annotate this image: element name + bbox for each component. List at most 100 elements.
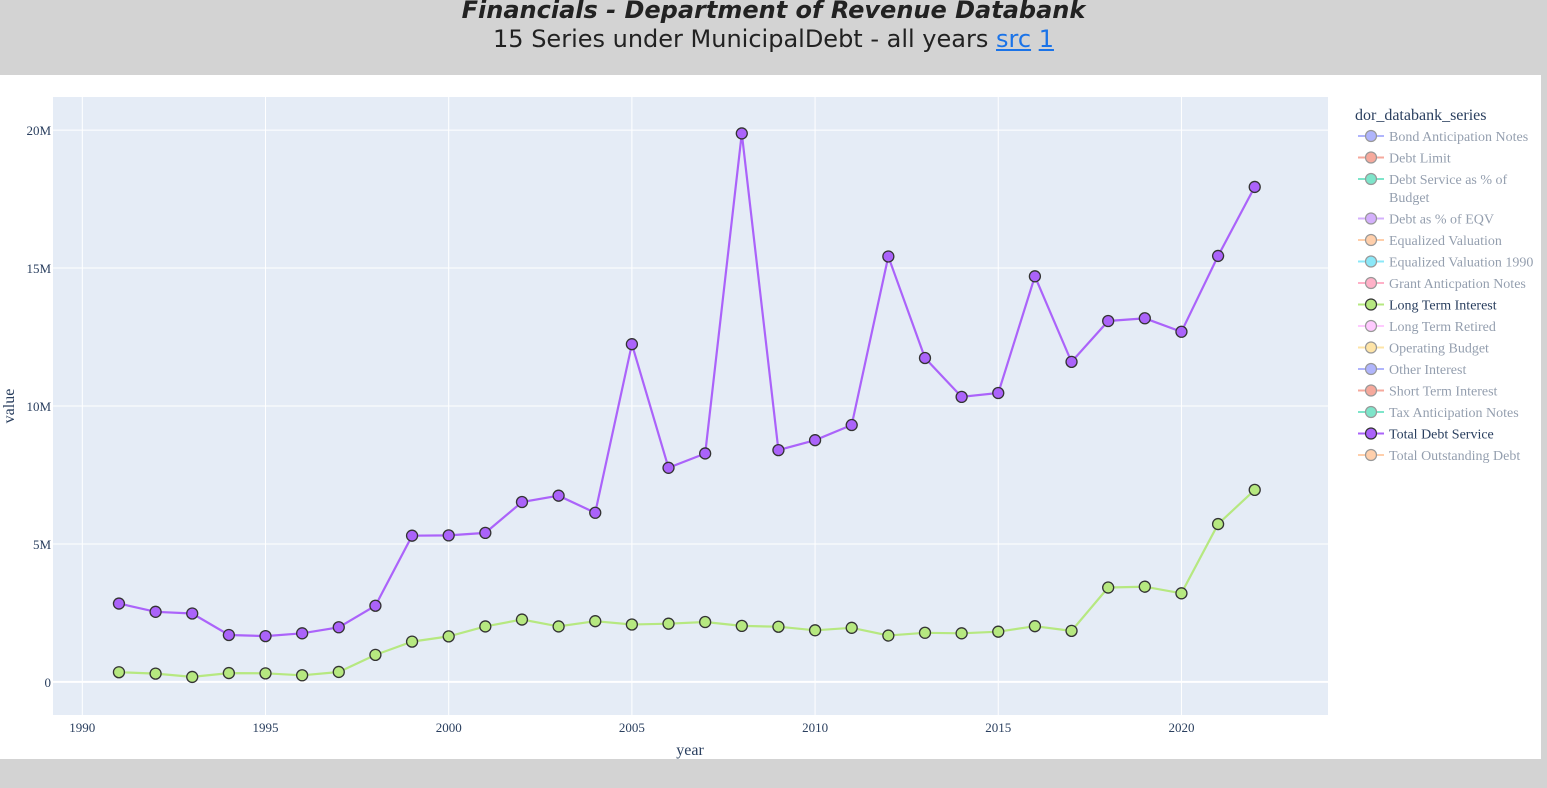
legend[interactable]: Bond Anticipation Notes Debt Limit Debt Se… — [1358, 129, 1533, 464]
data-point-total-debt-service[interactable] — [845, 418, 858, 432]
data-point-long-term-interest[interactable] — [882, 629, 895, 642]
data-point-long-term-interest[interactable] — [552, 620, 565, 633]
data-point-long-term-interest[interactable] — [992, 625, 1005, 638]
data-point-total-debt-service[interactable] — [1175, 325, 1188, 338]
data-point-long-term-interest[interactable] — [772, 620, 785, 633]
data-point-total-debt-service[interactable] — [222, 628, 236, 642]
y-axis-label: value — [1, 389, 18, 424]
data-point-long-term-interest[interactable] — [955, 627, 968, 640]
legend-item[interactable]: Tax Anticipation Notes — [1358, 405, 1519, 421]
data-point-total-debt-service[interactable] — [515, 495, 529, 509]
data-point-total-debt-service[interactable] — [186, 607, 199, 620]
data-point-total-debt-service[interactable] — [662, 461, 675, 474]
data-point-total-debt-service[interactable] — [1028, 270, 1042, 283]
legend-item[interactable]: Grant Anticpation Notes — [1358, 276, 1526, 292]
data-point-total-debt-service[interactable] — [808, 434, 822, 447]
legend-label: Long Term Interest — [1389, 299, 1497, 314]
x-tick-label: 2010 — [802, 720, 828, 735]
data-point-total-debt-service[interactable] — [149, 605, 162, 618]
data-point-total-debt-service[interactable] — [369, 599, 382, 612]
legend-label: Grant Anticpation Notes — [1389, 277, 1526, 292]
data-point-total-debt-service[interactable] — [699, 447, 712, 460]
data-point-long-term-interest[interactable] — [1138, 580, 1151, 593]
data-point-total-debt-service[interactable] — [1102, 314, 1115, 328]
data-point-total-debt-service[interactable] — [405, 529, 419, 542]
data-point-long-term-interest[interactable] — [808, 624, 822, 637]
data-point-total-debt-service[interactable] — [112, 597, 126, 610]
data-point-total-debt-service[interactable] — [955, 390, 968, 404]
data-point-total-debt-service[interactable] — [589, 506, 602, 519]
y-tick-label: 10M — [26, 399, 51, 414]
data-point-long-term-interest[interactable] — [405, 635, 419, 648]
data-point-long-term-interest[interactable] — [112, 666, 126, 679]
data-point-long-term-interest[interactable] — [259, 667, 272, 680]
legend-item[interactable]: Equalized Valuation 1990 — [1358, 255, 1533, 271]
legend-item[interactable]: Long Term Retired — [1358, 319, 1496, 335]
data-point-total-debt-service[interactable] — [1138, 312, 1151, 325]
data-point-long-term-interest[interactable] — [1028, 620, 1042, 633]
y-tick-label: 0 — [45, 675, 52, 690]
data-point-long-term-interest[interactable] — [149, 667, 162, 680]
data-point-long-term-interest[interactable] — [1065, 624, 1078, 638]
data-point-total-debt-service[interactable] — [772, 443, 785, 457]
data-point-total-debt-service[interactable] — [735, 127, 748, 140]
x-axis-ticks: 1990 1995 2000 2005 2010 2015 2020 — [69, 720, 1194, 735]
data-point-total-debt-service[interactable] — [992, 386, 1005, 400]
x-tick-label: 1995 — [253, 720, 279, 735]
data-point-long-term-interest[interactable] — [918, 626, 932, 639]
data-point-total-debt-service[interactable] — [918, 351, 932, 365]
data-point-total-debt-service[interactable] — [1065, 355, 1078, 369]
legend-item[interactable]: Other Interest — [1358, 362, 1466, 378]
src-link[interactable]: src — [996, 25, 1032, 53]
series-points — [112, 127, 1261, 684]
data-point-long-term-interest[interactable] — [369, 648, 382, 662]
data-point-long-term-interest[interactable] — [479, 620, 492, 633]
data-point-long-term-interest[interactable] — [1102, 581, 1115, 594]
legend-item[interactable]: Debt Limit — [1358, 151, 1451, 167]
legend-item[interactable]: Total Outstanding Debt — [1358, 448, 1520, 464]
data-point-total-debt-service[interactable] — [442, 529, 455, 542]
data-point-total-debt-service[interactable] — [295, 627, 309, 640]
legend-item[interactable]: Total Debt Service — [1358, 427, 1494, 443]
data-point-long-term-interest[interactable] — [442, 630, 455, 643]
legend-item[interactable]: Short Term Interest — [1358, 384, 1498, 400]
data-point-long-term-interest[interactable] — [186, 670, 199, 684]
data-point-long-term-interest[interactable] — [845, 621, 858, 634]
data-point-total-debt-service[interactable] — [552, 489, 565, 502]
legend-item[interactable]: Bond Anticipation Notes — [1358, 129, 1528, 145]
data-point-total-debt-service[interactable] — [625, 338, 639, 351]
data-point-long-term-interest[interactable] — [625, 618, 639, 631]
x-axis-label: year — [676, 742, 704, 759]
legend-item[interactable]: Debt as % of EQV — [1358, 212, 1494, 228]
data-point-long-term-interest[interactable] — [222, 666, 236, 680]
data-point-total-debt-service[interactable] — [479, 526, 492, 540]
data-point-total-debt-service[interactable] — [1211, 249, 1225, 263]
legend-item[interactable]: Operating Budget — [1358, 341, 1489, 357]
data-point-total-debt-service[interactable] — [1248, 180, 1261, 194]
data-point-long-term-interest[interactable] — [589, 615, 602, 628]
page-title: Financials - Department of Revenue Datab… — [461, 0, 1086, 24]
source-1-link[interactable]: 1 — [1038, 25, 1054, 53]
data-point-total-debt-service[interactable] — [882, 250, 895, 263]
data-point-total-debt-service[interactable] — [259, 629, 272, 643]
legend-item[interactable]: Long Term Interest — [1358, 298, 1497, 314]
legend-item[interactable]: Equalized Valuation — [1358, 233, 1502, 249]
series-line-total-debt-service — [118, 133, 1256, 638]
data-point-long-term-interest[interactable] — [1175, 587, 1188, 600]
data-point-long-term-interest[interactable] — [1211, 517, 1225, 531]
data-point-long-term-interest[interactable] — [735, 619, 748, 633]
data-point-long-term-interest[interactable] — [295, 669, 309, 682]
data-point-long-term-interest[interactable] — [662, 617, 675, 630]
y-tick-label: 20M — [26, 123, 51, 138]
legend-label: Equalized Valuation 1990 — [1389, 256, 1533, 271]
legend-label: Debt Service as % of Budget — [1389, 173, 1508, 206]
legend-marker — [1364, 276, 1378, 290]
x-tick-label: 2000 — [436, 720, 462, 735]
data-point-total-debt-service[interactable] — [332, 621, 345, 634]
data-point-long-term-interest[interactable] — [515, 613, 529, 626]
x-tick-label: 2005 — [619, 720, 645, 735]
data-point-long-term-interest[interactable] — [332, 665, 345, 679]
legend-item[interactable]: Debt Service as % of Budget — [1358, 172, 1508, 206]
data-point-long-term-interest[interactable] — [1248, 483, 1261, 497]
data-point-long-term-interest[interactable] — [699, 615, 712, 629]
